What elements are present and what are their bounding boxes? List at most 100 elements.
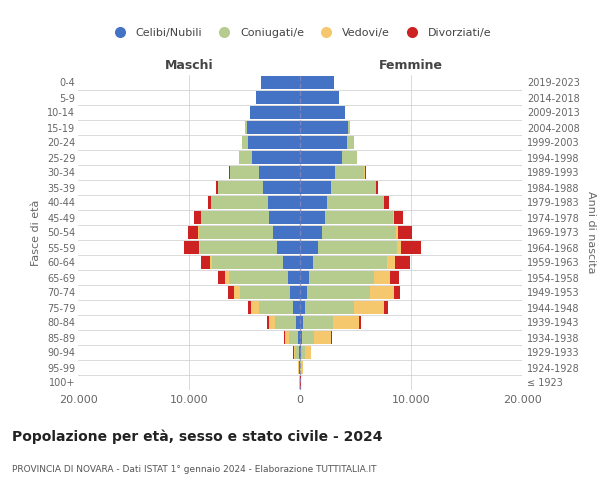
Bar bbox=[247, 121, 300, 134]
Bar bbox=[385, 196, 389, 209]
Bar bbox=[268, 196, 300, 209]
Bar bbox=[200, 241, 277, 254]
Bar bbox=[300, 241, 319, 254]
Bar bbox=[229, 166, 230, 179]
Bar bbox=[225, 271, 229, 284]
Bar bbox=[201, 211, 269, 224]
Bar bbox=[184, 241, 199, 254]
Bar bbox=[283, 256, 300, 269]
Bar bbox=[374, 271, 390, 284]
Bar bbox=[300, 331, 302, 344]
Bar bbox=[397, 241, 401, 254]
Y-axis label: Fasce di età: Fasce di età bbox=[31, 200, 41, 266]
Bar bbox=[327, 196, 384, 209]
Bar bbox=[259, 166, 300, 179]
Text: Popolazione per età, sesso e stato civile - 2024: Popolazione per età, sesso e stato civil… bbox=[12, 430, 383, 444]
Bar bbox=[401, 241, 421, 254]
Bar bbox=[333, 316, 359, 329]
Bar bbox=[248, 301, 251, 314]
Bar bbox=[398, 226, 412, 239]
Bar bbox=[322, 226, 396, 239]
Bar bbox=[199, 226, 274, 239]
Bar bbox=[299, 361, 300, 374]
Bar bbox=[274, 226, 300, 239]
Bar bbox=[300, 151, 341, 164]
Bar bbox=[269, 211, 300, 224]
Bar bbox=[394, 211, 403, 224]
Legend: Celibi/Nubili, Coniugati/e, Vedovi/e, Divorziati/e: Celibi/Nubili, Coniugati/e, Vedovi/e, Di… bbox=[104, 24, 496, 42]
Bar bbox=[305, 346, 311, 359]
Bar bbox=[331, 331, 332, 344]
Bar bbox=[252, 151, 300, 164]
Bar bbox=[300, 91, 340, 104]
Bar bbox=[300, 286, 307, 299]
Bar bbox=[325, 211, 392, 224]
Bar bbox=[300, 121, 348, 134]
Bar bbox=[199, 241, 200, 254]
Bar bbox=[390, 271, 399, 284]
Bar bbox=[305, 301, 354, 314]
Bar bbox=[212, 256, 283, 269]
Y-axis label: Anni di nascita: Anni di nascita bbox=[586, 191, 596, 274]
Bar bbox=[217, 181, 218, 194]
Bar bbox=[347, 136, 353, 149]
Bar bbox=[248, 136, 300, 149]
Bar bbox=[299, 346, 300, 359]
Bar bbox=[307, 286, 370, 299]
Bar bbox=[341, 151, 357, 164]
Bar bbox=[384, 301, 388, 314]
Bar bbox=[293, 346, 295, 359]
Bar bbox=[396, 226, 398, 239]
Bar bbox=[370, 286, 394, 299]
Bar bbox=[300, 181, 331, 194]
Text: Maschi: Maschi bbox=[164, 59, 214, 72]
Text: Femmine: Femmine bbox=[379, 59, 443, 72]
Bar bbox=[228, 286, 233, 299]
Bar bbox=[302, 331, 314, 344]
Bar bbox=[229, 271, 288, 284]
Bar bbox=[230, 166, 259, 179]
Bar bbox=[395, 256, 410, 269]
Bar bbox=[300, 226, 322, 239]
Bar bbox=[245, 121, 247, 134]
Bar bbox=[256, 91, 300, 104]
Bar bbox=[208, 196, 211, 209]
Bar bbox=[300, 106, 345, 119]
Bar bbox=[293, 301, 300, 314]
Bar bbox=[275, 316, 296, 329]
Bar bbox=[319, 241, 397, 254]
Bar bbox=[289, 331, 298, 344]
Bar bbox=[284, 331, 289, 344]
Bar bbox=[251, 301, 259, 314]
Bar bbox=[313, 256, 387, 269]
Bar bbox=[239, 151, 252, 164]
Bar bbox=[392, 211, 394, 224]
Bar bbox=[188, 226, 199, 239]
Bar bbox=[359, 316, 361, 329]
Bar bbox=[376, 181, 379, 194]
Bar bbox=[300, 76, 334, 89]
Bar bbox=[335, 166, 364, 179]
Bar bbox=[354, 301, 384, 314]
Bar bbox=[218, 271, 225, 284]
Bar bbox=[211, 256, 212, 269]
Bar bbox=[301, 361, 302, 374]
Bar bbox=[211, 196, 268, 209]
Bar bbox=[387, 256, 395, 269]
Bar bbox=[194, 211, 201, 224]
Bar bbox=[298, 331, 300, 344]
Bar bbox=[200, 256, 211, 269]
Bar bbox=[300, 196, 327, 209]
Bar bbox=[259, 301, 293, 314]
Bar bbox=[394, 286, 400, 299]
Bar bbox=[290, 286, 300, 299]
Bar bbox=[314, 331, 331, 344]
Bar bbox=[233, 286, 240, 299]
Bar bbox=[300, 316, 303, 329]
Bar bbox=[303, 316, 333, 329]
Text: PROVINCIA DI NOVARA - Dati ISTAT 1° gennaio 2024 - Elaborazione TUTTITALIA.IT: PROVINCIA DI NOVARA - Dati ISTAT 1° genn… bbox=[12, 465, 377, 474]
Bar bbox=[266, 316, 269, 329]
Bar bbox=[348, 121, 350, 134]
Bar bbox=[242, 136, 248, 149]
Bar bbox=[308, 271, 374, 284]
